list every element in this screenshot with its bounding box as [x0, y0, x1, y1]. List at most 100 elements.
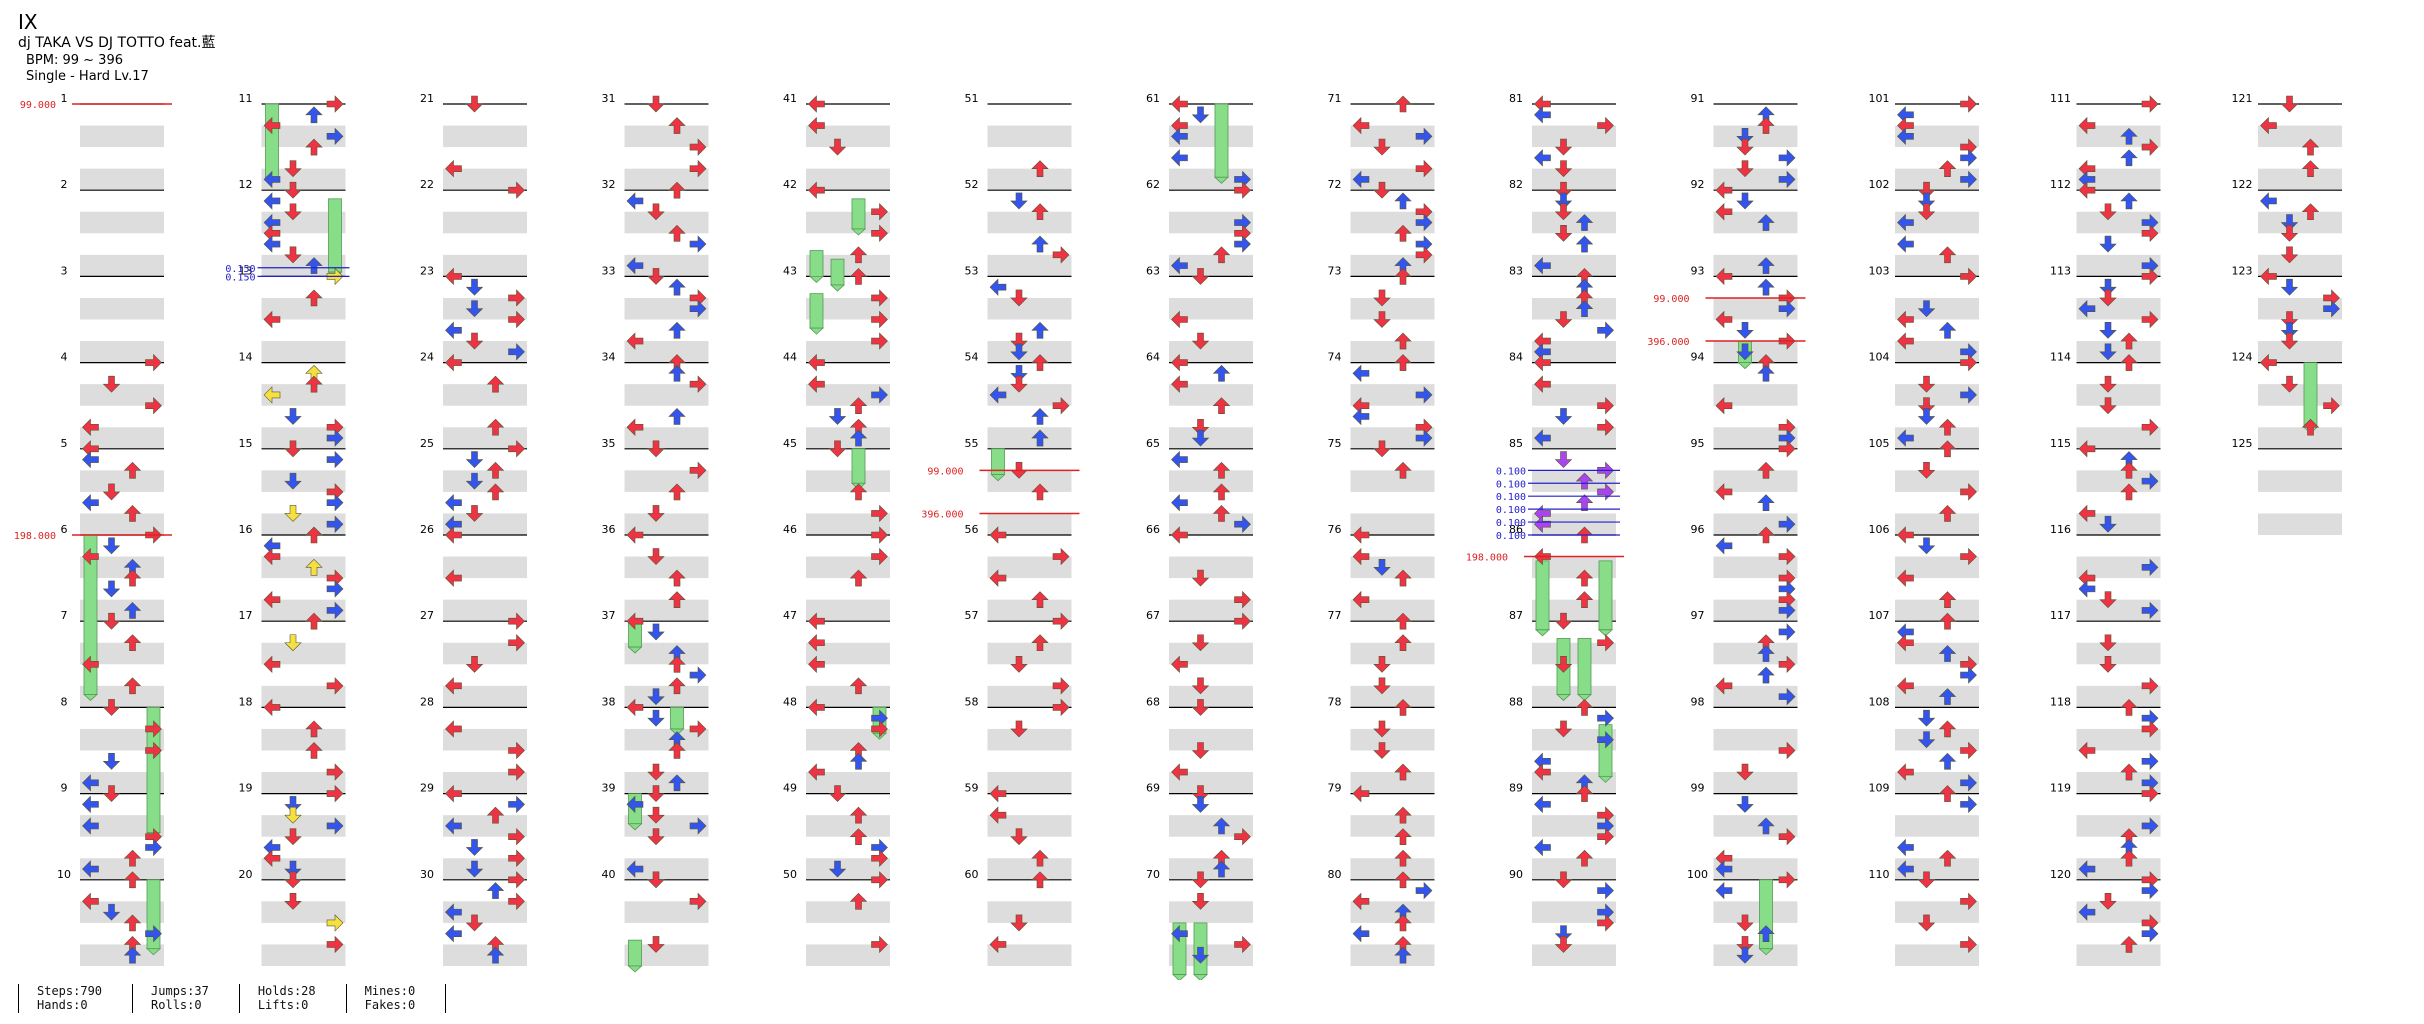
beat-band — [80, 470, 164, 492]
arrow-note — [102, 483, 121, 501]
measure-number: 17 — [239, 609, 253, 622]
arrow-note — [1031, 849, 1049, 867]
arrow-note — [1234, 515, 1251, 533]
arrow-note — [2099, 203, 2117, 221]
arrow-note — [2141, 267, 2159, 286]
stat-mines: Mines:0 — [364, 984, 416, 998]
beat-band — [1713, 125, 1798, 148]
beat-band — [1895, 341, 1979, 363]
arrow-note — [1757, 817, 1775, 835]
arrow-note — [1010, 375, 1028, 393]
arrow-note — [1736, 192, 1754, 210]
measure-number: 99 — [1691, 782, 1705, 795]
arrow-note — [123, 677, 142, 695]
arrow-note — [1960, 666, 1977, 684]
arrow-note — [145, 353, 162, 372]
beat-band — [1532, 427, 1616, 449]
measure-number: 26 — [420, 523, 434, 536]
arrow-note — [1715, 677, 1733, 695]
arrow-note — [1171, 526, 1188, 544]
arrow-note — [647, 709, 665, 727]
beat-band — [624, 772, 709, 794]
measure-number: 25 — [420, 437, 434, 450]
arrow-note — [1597, 634, 1614, 652]
measure-number: 101 — [1869, 92, 1890, 105]
arrow-note — [2280, 311, 2299, 328]
arrow-note — [2120, 127, 2138, 145]
arrow-note — [465, 332, 484, 350]
arrow-note — [465, 278, 484, 296]
arrow-note — [508, 827, 525, 846]
arrow-note — [1534, 375, 1551, 393]
beat-band — [2258, 125, 2342, 148]
arrow-note — [1778, 827, 1796, 846]
arrow-note — [1191, 418, 1210, 436]
arrow-note — [1212, 817, 1231, 835]
arrow-note — [465, 95, 484, 113]
arrow-note — [2280, 332, 2299, 350]
beat-band — [261, 599, 346, 622]
markers: 99.000 198.000 99.000 396.000 198.000 99.000 3… — [14, 100, 1806, 564]
beat-band — [1713, 858, 1798, 880]
measure-number: 45 — [783, 437, 797, 450]
arrow-note — [1917, 203, 1936, 221]
arrow-note — [82, 817, 99, 835]
arrow-note — [1757, 214, 1775, 231]
beat-band — [806, 685, 890, 708]
arrow-note — [2260, 116, 2277, 135]
beat-band — [987, 297, 1072, 320]
arrow-note — [1778, 170, 1796, 189]
arrow-note — [1052, 612, 1070, 630]
arrow-note — [1394, 461, 1412, 479]
arrow-note — [123, 461, 142, 479]
arrow-note — [668, 278, 686, 296]
measure-number: 64 — [1146, 351, 1160, 364]
beat-band — [1532, 341, 1616, 363]
arrow-note — [1938, 591, 1957, 608]
hold-end — [850, 228, 867, 236]
measure-number: 88 — [1509, 695, 1523, 708]
measure-number: 37 — [602, 609, 616, 622]
arrow-note — [1010, 720, 1028, 738]
arrow-note — [689, 375, 707, 393]
measure-number: 112 — [2050, 178, 2071, 191]
arrow-note — [1575, 300, 1594, 318]
arrow-note — [1191, 742, 1210, 759]
beat-band — [80, 599, 164, 622]
beat-band — [2076, 556, 2161, 579]
arrow-note — [1736, 946, 1754, 964]
measure-number: 125 — [2232, 437, 2253, 450]
arrow-note — [465, 860, 484, 878]
arrow-note — [849, 429, 868, 447]
arrow-note — [1597, 709, 1614, 727]
arrow-note — [123, 602, 142, 619]
arrow-note — [123, 634, 142, 652]
beat-band — [1713, 772, 1798, 794]
arrow-note — [1212, 397, 1231, 415]
measure-number: 33 — [602, 264, 616, 277]
beat-band — [261, 685, 346, 708]
arrow-note — [1917, 192, 1936, 210]
arrow-note — [82, 795, 99, 814]
arrow-note — [1415, 429, 1433, 447]
measure-number: 47 — [783, 609, 797, 622]
arrow-note — [1394, 354, 1412, 371]
measure-number: 34 — [602, 351, 616, 364]
arrow-note — [1031, 203, 1049, 221]
hold-note — [851, 198, 866, 230]
beat-band — [624, 427, 709, 449]
arrow-note — [1715, 860, 1733, 878]
arrow-note — [102, 752, 121, 770]
arrow-note — [2120, 332, 2138, 350]
arrow-note — [647, 806, 665, 824]
beat-band — [2258, 297, 2342, 320]
beat-band — [1895, 254, 1979, 277]
beat-band — [2076, 125, 2161, 148]
arrow-note — [2078, 116, 2096, 135]
arrow-note — [1757, 364, 1775, 382]
arrow-note — [123, 914, 142, 932]
arrow-note — [2141, 752, 2159, 770]
beat-band — [806, 944, 890, 966]
arrow-note — [2280, 321, 2299, 339]
measure-number: 102 — [1869, 178, 1890, 191]
